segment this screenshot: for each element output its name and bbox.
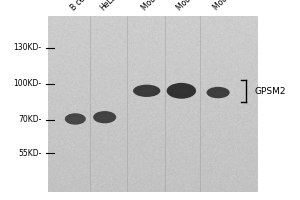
Text: Mouse brain: Mouse brain (140, 0, 180, 12)
Ellipse shape (98, 115, 111, 119)
Text: GPSM2: GPSM2 (255, 87, 286, 96)
Text: 70KD-: 70KD- (18, 115, 42, 124)
Text: B cells: B cells (69, 0, 93, 12)
Text: 55KD-: 55KD- (18, 149, 42, 158)
Ellipse shape (93, 111, 116, 123)
Ellipse shape (139, 89, 154, 93)
Ellipse shape (70, 117, 81, 121)
Text: 130KD-: 130KD- (14, 43, 42, 52)
Ellipse shape (207, 87, 230, 98)
Text: Mouse kidney: Mouse kidney (212, 0, 255, 12)
Text: Mouse liver: Mouse liver (175, 0, 212, 12)
Text: 100KD-: 100KD- (14, 79, 42, 88)
Text: HeLa: HeLa (98, 0, 118, 12)
Ellipse shape (173, 88, 189, 94)
Ellipse shape (65, 113, 86, 125)
Ellipse shape (133, 85, 160, 97)
Ellipse shape (212, 91, 224, 95)
Ellipse shape (167, 83, 196, 99)
